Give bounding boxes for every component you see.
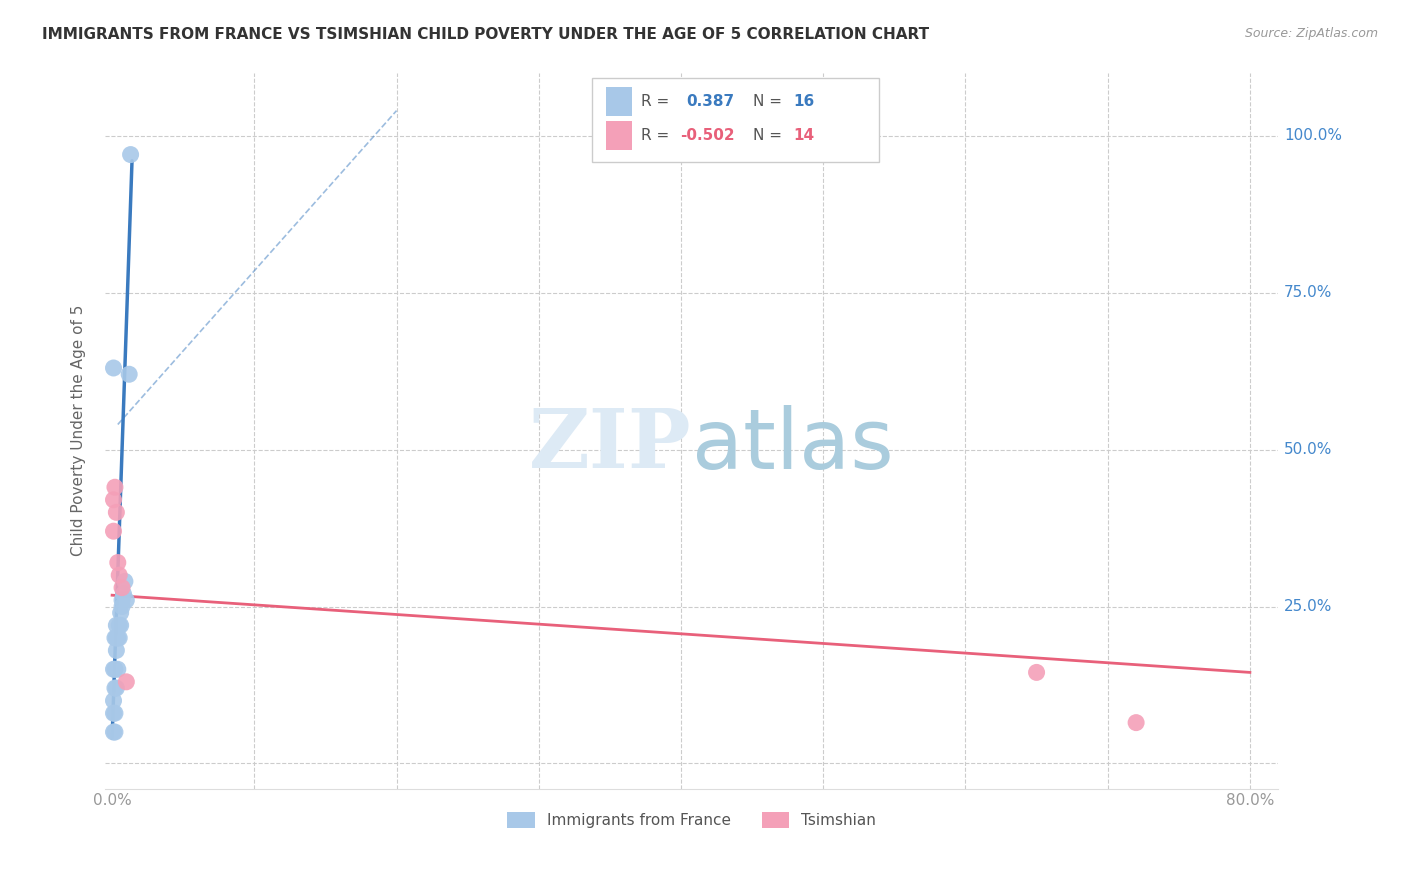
Text: N =: N = (752, 128, 786, 143)
Point (105, 681, 128, 695)
Point (103, 693, 125, 707)
Point (105, 643, 128, 657)
Text: R =: R = (641, 128, 675, 143)
Text: -0.502: -0.502 (681, 128, 734, 143)
Point (114, 574, 136, 589)
Point (103, 706, 125, 721)
Text: Source: ZipAtlas.com: Source: ZipAtlas.com (1244, 27, 1378, 40)
Point (111, 599, 134, 614)
Text: 14: 14 (794, 128, 815, 143)
Point (104, 662, 127, 676)
Point (104, 480, 127, 494)
Point (104, 631, 127, 645)
Point (104, 706, 127, 721)
Point (111, 593, 134, 607)
Point (107, 662, 129, 676)
Text: ZIP: ZIP (529, 405, 692, 485)
Point (1125, 715, 1147, 730)
Point (107, 631, 129, 645)
Point (107, 556, 129, 570)
Point (104, 681, 127, 695)
Point (103, 662, 125, 676)
Text: atlas: atlas (692, 405, 893, 485)
Point (105, 618, 128, 632)
Point (105, 631, 128, 645)
Text: 25.0%: 25.0% (1284, 599, 1333, 614)
Point (103, 725, 125, 739)
Text: 50.0%: 50.0% (1284, 442, 1333, 457)
Point (115, 593, 138, 607)
Point (103, 361, 125, 376)
Point (108, 568, 131, 582)
Text: 16: 16 (794, 94, 815, 109)
Point (103, 492, 125, 507)
Point (108, 631, 131, 645)
Point (104, 725, 127, 739)
Point (110, 618, 132, 632)
Text: R =: R = (641, 94, 675, 109)
Y-axis label: Child Poverty Under the Age of 5: Child Poverty Under the Age of 5 (72, 305, 86, 557)
Text: 75.0%: 75.0% (1284, 285, 1333, 301)
Point (103, 524, 125, 538)
Point (112, 587, 135, 601)
Point (110, 606, 132, 620)
Text: IMMIGRANTS FROM FRANCE VS TSIMSHIAN CHILD POVERTY UNDER THE AGE OF 5 CORRELATION: IMMIGRANTS FROM FRANCE VS TSIMSHIAN CHIL… (42, 27, 929, 42)
Bar (606, 121, 631, 150)
Point (108, 618, 131, 632)
Legend: Immigrants from France, Tsimshian: Immigrants from France, Tsimshian (501, 806, 882, 835)
Point (115, 674, 138, 689)
Point (1025, 665, 1047, 680)
Point (120, 147, 142, 161)
FancyBboxPatch shape (592, 78, 879, 162)
Text: 100.0%: 100.0% (1284, 128, 1343, 144)
Point (105, 505, 128, 519)
Bar (606, 87, 631, 116)
Text: N =: N = (752, 94, 786, 109)
Text: 0.387: 0.387 (686, 94, 734, 109)
Point (111, 581, 134, 595)
Point (118, 368, 141, 382)
